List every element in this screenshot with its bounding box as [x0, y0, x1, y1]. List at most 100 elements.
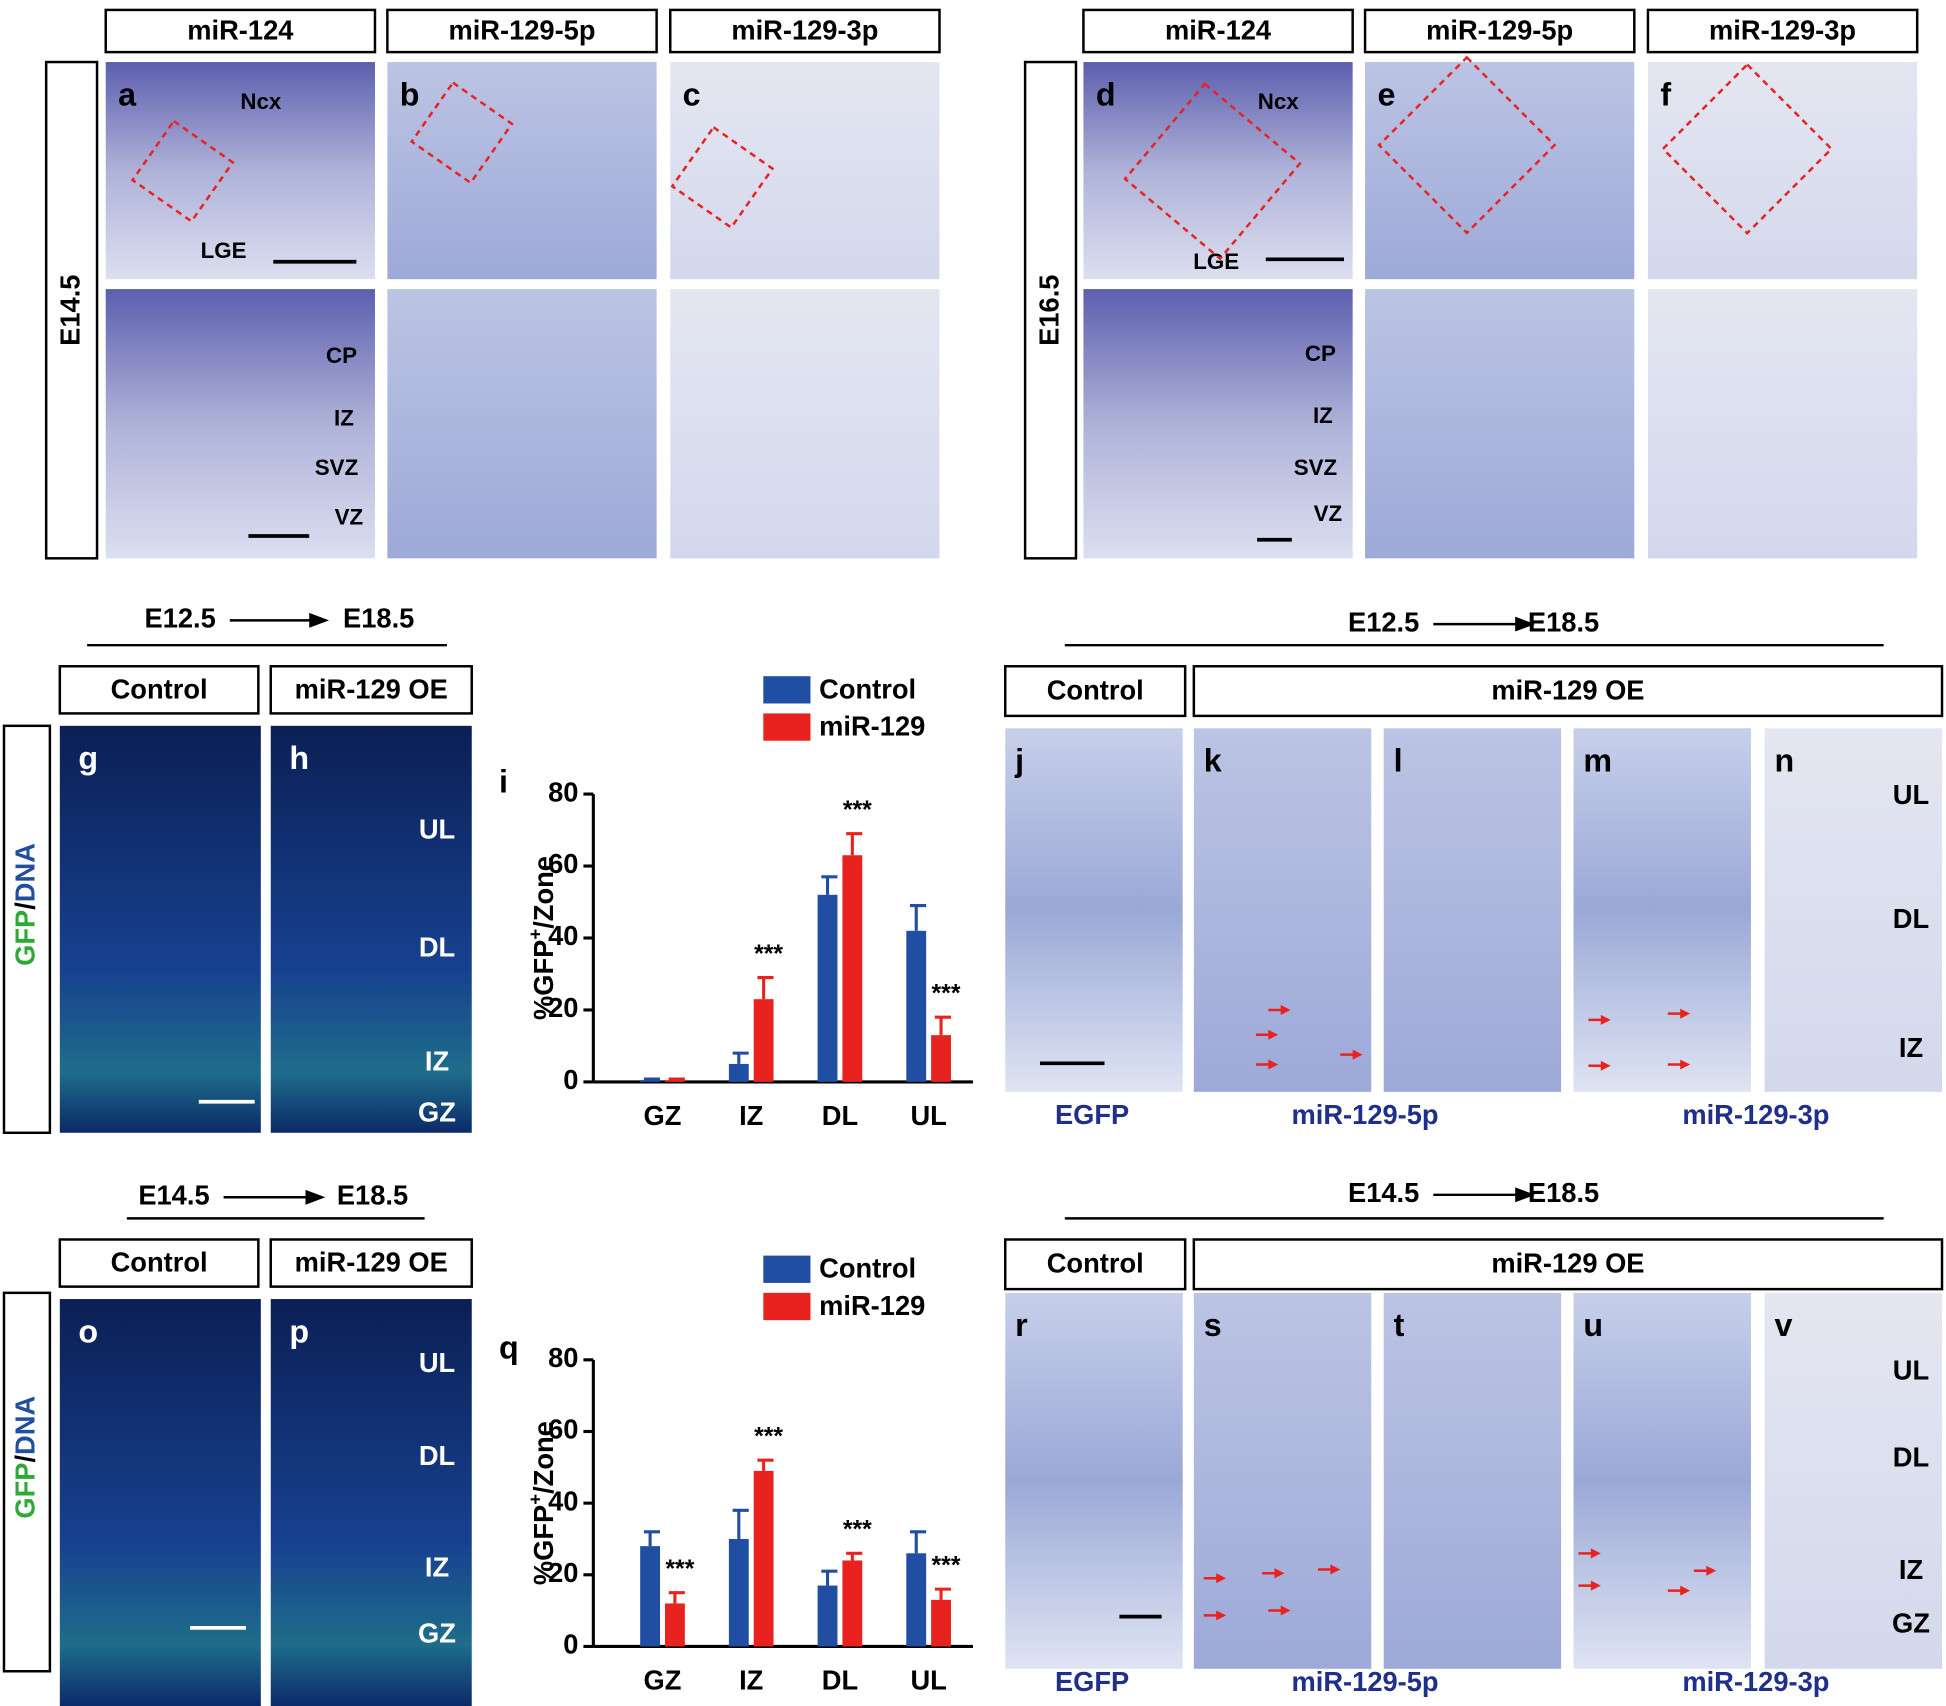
label-box: [386, 8, 658, 54]
label: miR-129-3p: [1682, 1666, 1829, 1697]
panel-letter: s: [1204, 1307, 1222, 1343]
label: LGE: [201, 238, 247, 263]
x-tick-label: IZ: [739, 1100, 763, 1131]
label-box: [669, 8, 941, 54]
red-arrowhead: [1268, 1059, 1279, 1070]
panel-letter: q: [499, 1329, 519, 1365]
panel-letter: m: [1583, 743, 1612, 779]
label: E18.5: [337, 1180, 408, 1211]
red-arrowhead: [1706, 1565, 1717, 1576]
label: Ncx: [240, 89, 282, 114]
micrograph: [1383, 1292, 1562, 1669]
bar: [931, 1035, 951, 1082]
bar: [728, 1538, 749, 1647]
label: DL: [1893, 903, 1929, 934]
label: E14.5: [1348, 1177, 1419, 1208]
panel-letter: c: [683, 76, 701, 112]
panel-letter: j: [1014, 743, 1024, 779]
panel-letter: l: [1394, 743, 1403, 779]
y-label-part: +: [524, 929, 545, 940]
micrograph: [1764, 728, 1943, 1092]
inset-box: [130, 119, 235, 224]
timeline-arrowhead: [1515, 616, 1536, 632]
micrograph: [1365, 289, 1635, 559]
box-label: Control: [111, 673, 208, 704]
box-label: miR-129-3p: [1709, 14, 1856, 45]
micrograph: [670, 289, 940, 559]
label: GZ: [418, 1617, 456, 1648]
bar: [931, 1599, 951, 1647]
label-box: [58, 665, 260, 715]
label: UL: [419, 813, 455, 844]
label: IZ: [1899, 1554, 1923, 1585]
significance-label: ***: [843, 797, 872, 824]
y-label-part: %GFP: [528, 940, 559, 1020]
label: E18.5: [1528, 1177, 1599, 1208]
y-tick-label: 80: [548, 1342, 578, 1373]
panel-letter: g: [78, 740, 98, 776]
panel-letter: f: [1660, 76, 1671, 112]
bar: [728, 1063, 749, 1082]
panel-letter: r: [1015, 1307, 1028, 1343]
stain-label: GFP/DNA: [10, 1396, 41, 1519]
x-tick-label: IZ: [739, 1665, 763, 1696]
label-box: [269, 1238, 473, 1288]
label: DL: [419, 931, 455, 962]
bar: [817, 894, 838, 1082]
inset-box: [1123, 82, 1302, 261]
panel-letter: k: [1204, 743, 1222, 779]
micrograph: [1193, 728, 1372, 1092]
label: IZ: [334, 405, 354, 430]
stain-label: GFP/DNA: [10, 843, 41, 966]
micrograph: [387, 62, 657, 280]
significance-label: ***: [932, 980, 961, 1007]
panel-letter: p: [289, 1313, 309, 1349]
micrograph: [1083, 289, 1353, 559]
stain-part: DNA: [10, 1396, 41, 1455]
label-box: [104, 8, 377, 54]
inset-box: [1661, 62, 1834, 235]
micrograph: [105, 62, 375, 280]
micrograph: [59, 1299, 261, 1706]
box-label: miR-129 OE: [295, 673, 448, 704]
y-tick-label: 0: [563, 1064, 578, 1095]
label: VZ: [335, 505, 364, 530]
label-box: [269, 665, 473, 715]
panel-letter: t: [1394, 1307, 1405, 1343]
label: E14.5: [138, 1180, 209, 1211]
panel-letter: u: [1583, 1307, 1603, 1343]
micrograph: [1647, 62, 1918, 280]
label: E18.5: [1528, 606, 1599, 637]
label-box: [44, 60, 99, 560]
label: miR-129-5p: [1292, 1666, 1439, 1697]
panel-letter: a: [118, 76, 137, 112]
label-box: [2, 724, 52, 1135]
label-box: [1646, 8, 1919, 54]
label: CP: [326, 343, 357, 368]
legend-label: Control: [819, 1253, 916, 1284]
bar: [906, 930, 927, 1082]
box-label: miR-129 OE: [1491, 1248, 1644, 1279]
red-arrowhead: [1680, 1059, 1691, 1070]
box-label: miR-124: [187, 14, 294, 45]
panel-letter: n: [1775, 743, 1795, 779]
panel-letter: h: [289, 740, 309, 776]
label: IZ: [1313, 403, 1333, 428]
box-label: miR-129 OE: [295, 1247, 448, 1278]
label: miR-129-5p: [1292, 1099, 1439, 1130]
significance-label: ***: [754, 941, 783, 968]
label-box: [1023, 60, 1078, 560]
label-box: [1004, 665, 1187, 718]
x-tick-label: GZ: [644, 1665, 682, 1696]
panel-letter: v: [1775, 1307, 1793, 1343]
x-tick-label: GZ: [644, 1100, 682, 1131]
y-tick-label: 40: [548, 920, 578, 951]
bar: [906, 1553, 927, 1647]
y-label-part: +: [524, 1494, 545, 1505]
bar: [640, 1080, 661, 1082]
bar: [640, 1546, 661, 1647]
red-arrowhead: [1680, 1008, 1691, 1019]
label-box: [2, 1291, 52, 1673]
red-arrowhead: [1600, 1060, 1611, 1071]
micrograph: [59, 725, 261, 1133]
